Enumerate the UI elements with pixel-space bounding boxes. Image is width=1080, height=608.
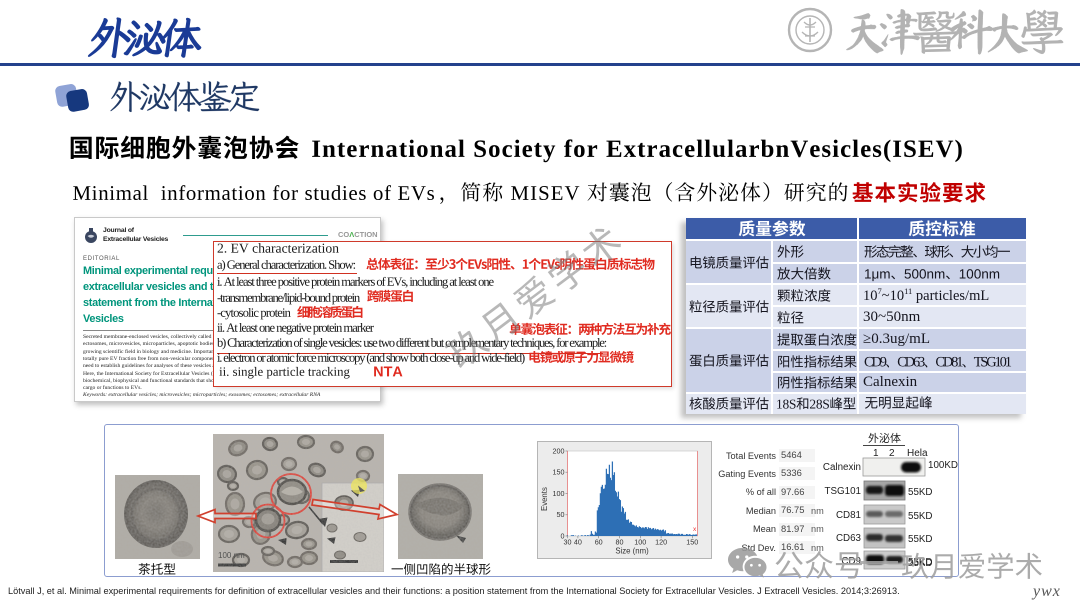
- svg-text:Size (nm): Size (nm): [615, 547, 649, 556]
- svg-text:80: 80: [616, 538, 624, 547]
- svg-text:60: 60: [595, 538, 603, 547]
- svg-text:Events: Events: [540, 487, 549, 511]
- svg-text:150: 150: [686, 538, 698, 547]
- svg-text:100: 100: [553, 489, 565, 498]
- svg-text:25KD: 25KD: [908, 558, 933, 569]
- svg-text:100: 100: [634, 538, 646, 547]
- svg-text:x: x: [693, 526, 697, 533]
- svg-text:100 nm: 100 nm: [218, 551, 245, 560]
- svg-text:200: 200: [553, 446, 565, 455]
- svg-text:30: 30: [564, 538, 572, 547]
- svg-text:120: 120: [655, 538, 667, 547]
- svg-text:0: 0: [561, 531, 565, 540]
- svg-text:40: 40: [574, 538, 582, 547]
- svg-text:150: 150: [553, 468, 565, 477]
- svg-text:50: 50: [557, 510, 565, 519]
